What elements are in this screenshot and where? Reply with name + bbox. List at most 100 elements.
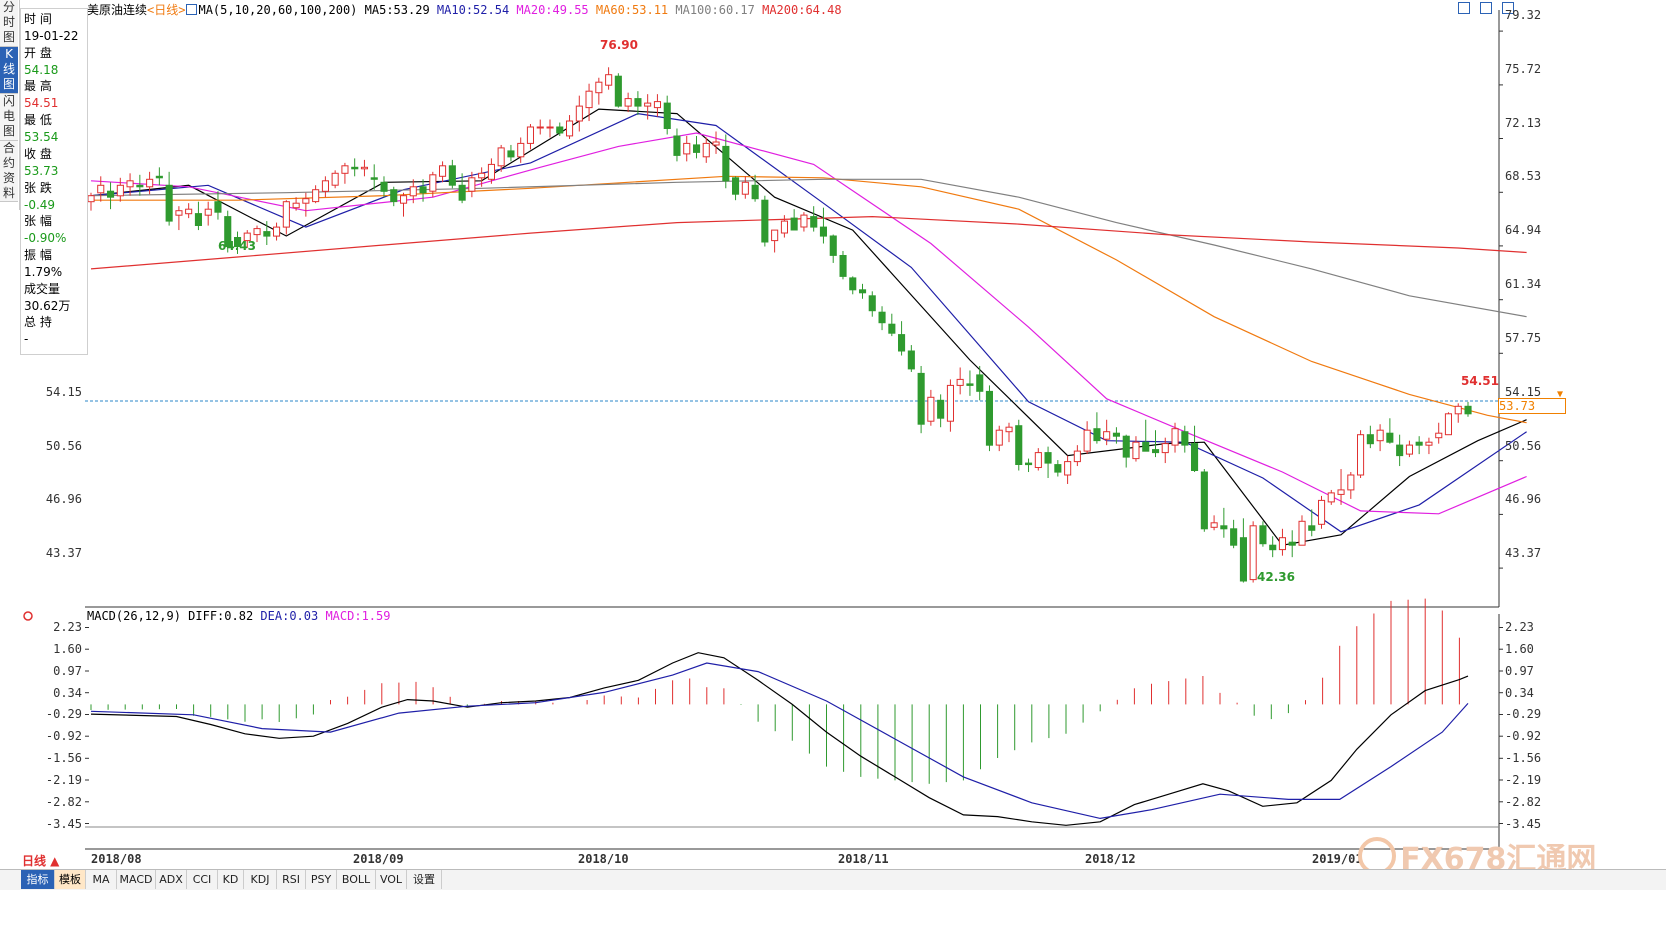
candle-down (370, 177, 378, 180)
candle-down (224, 216, 232, 248)
candle-down (810, 216, 818, 228)
macd-header: MACD(26,12,9) DIFF:0.82 DEA:0.03 MACD:1.… (87, 609, 390, 623)
candle-down (878, 311, 886, 324)
candle-up (1376, 429, 1384, 442)
info-value: 54.51 (24, 96, 59, 111)
candle-up (116, 184, 124, 197)
price-tick: 72.13 (1505, 116, 1542, 130)
price-tick-left: 46.96 (45, 492, 82, 506)
candle-up (927, 396, 935, 422)
tab-flash[interactable]: 闪电图 (0, 94, 18, 141)
bottom-tab-11[interactable]: VOL (376, 870, 407, 889)
close-icon[interactable] (1502, 2, 1515, 14)
candle-up (946, 384, 955, 422)
bottom-tab-1[interactable]: 模板 (55, 870, 86, 889)
info-label: 最 低 (24, 113, 52, 128)
bottom-tab-3[interactable]: MACD (117, 870, 156, 889)
candle-down (1044, 452, 1052, 464)
candle-down (907, 350, 915, 370)
ma20-line (90, 132, 1527, 515)
candle-up (536, 126, 544, 129)
candle-up (146, 178, 154, 188)
info-label: 成交量 (24, 281, 61, 296)
macd-lines (90, 652, 1469, 826)
macd-tick-left: 1.60 (53, 642, 82, 657)
price-tick: 54.15 (1505, 385, 1542, 399)
macd-tick-left: -1.56 (45, 751, 82, 766)
candle-up (400, 195, 408, 204)
candle-up (409, 186, 417, 197)
candle-down (1181, 431, 1189, 446)
macd-tick-right: -1.56 (1505, 751, 1542, 766)
window-controls (1458, 2, 1515, 17)
ma5-line (90, 108, 1527, 546)
candle-up (1064, 461, 1072, 476)
candle-down (107, 190, 115, 198)
macd-settings-icon[interactable] (23, 611, 33, 621)
candle-down (234, 237, 242, 247)
ma10-line (90, 112, 1527, 533)
candle-up (644, 102, 652, 107)
candle-down (1396, 444, 1404, 457)
restore-icon[interactable] (1458, 2, 1470, 14)
bottom-tab-9[interactable]: PSY (306, 870, 337, 889)
candle-down (985, 390, 994, 446)
ma200-value: MA200:64.48 (762, 3, 842, 17)
candle-down (1230, 528, 1238, 546)
bottom-tab-12[interactable]: 设置 (407, 870, 442, 889)
candle-up (487, 163, 495, 180)
ma-settings-icon[interactable] (186, 4, 198, 15)
info-label: 时 间 (24, 12, 52, 26)
bottom-tab-0[interactable]: 指标 (21, 870, 55, 889)
period-label: <日线> (147, 3, 186, 17)
info-label: 开 盘 (24, 45, 52, 60)
candle-up (741, 181, 749, 195)
macd-diff: DIFF:0.82 (188, 609, 254, 623)
candle-down (673, 135, 681, 156)
candle-up (1327, 492, 1335, 503)
candle-down (1259, 525, 1267, 545)
maximize-icon[interactable] (1480, 2, 1493, 14)
bottom-tab-2[interactable]: MA (86, 870, 117, 889)
candle-up (1405, 444, 1414, 455)
tab-timeshare[interactable]: 分时图 (0, 0, 18, 47)
candle-up (282, 201, 290, 228)
candle-up (605, 74, 613, 86)
candle-up (1103, 431, 1111, 440)
candle-down (722, 145, 730, 182)
info-label: 张 幅 (24, 214, 52, 229)
price-marker-icon: ▼ (1557, 389, 1564, 400)
bottom-tab-10[interactable]: BOLL (337, 870, 376, 889)
macd-tick-right: -0.92 (1505, 729, 1542, 744)
candle-up (575, 105, 583, 122)
candle-down (214, 201, 222, 213)
left-tab-bar: 分时图 K线图 闪电图 合约资料 (0, 0, 20, 210)
macd-tick-left: -0.29 (45, 707, 82, 722)
candle-up (653, 101, 662, 109)
candle-up (331, 172, 339, 186)
price-tick: 50.56 (1505, 439, 1542, 453)
candle-down (390, 189, 398, 203)
annotation-low2: 42.36 (1257, 570, 1295, 584)
bottom-tab-6[interactable]: KD (218, 870, 244, 889)
candle-down (761, 199, 769, 243)
tab-kline[interactable]: K线图 (0, 47, 18, 94)
macd-dea: DEA:0.03 (260, 609, 319, 623)
bottom-tab-8[interactable]: RSI (277, 870, 306, 889)
candle-up (800, 214, 808, 228)
tab-contract-info[interactable]: 合约资料 (0, 141, 18, 202)
info-panel: 时 间 19-01-22 开 盘 54.18 最 高 54.51 最 低 53.54 收 盘 53… (20, 8, 88, 355)
candle-up (478, 172, 486, 179)
period-button[interactable]: 日线 ▲ (22, 854, 60, 868)
candle-down (1015, 425, 1023, 466)
bottom-tab-5[interactable]: CCI (187, 870, 218, 889)
bottom-tab-7[interactable]: KDJ (244, 870, 277, 889)
info-label: 总 持 (24, 315, 52, 330)
tab-kline-label: K线图 (2, 47, 15, 91)
price-tick-left: 43.37 (45, 546, 82, 560)
annotation-last-high: 54.51 (1461, 374, 1499, 388)
bottom-tab-4[interactable]: ADX (156, 870, 187, 889)
candle-up (292, 202, 300, 209)
candle-down (1386, 432, 1394, 443)
